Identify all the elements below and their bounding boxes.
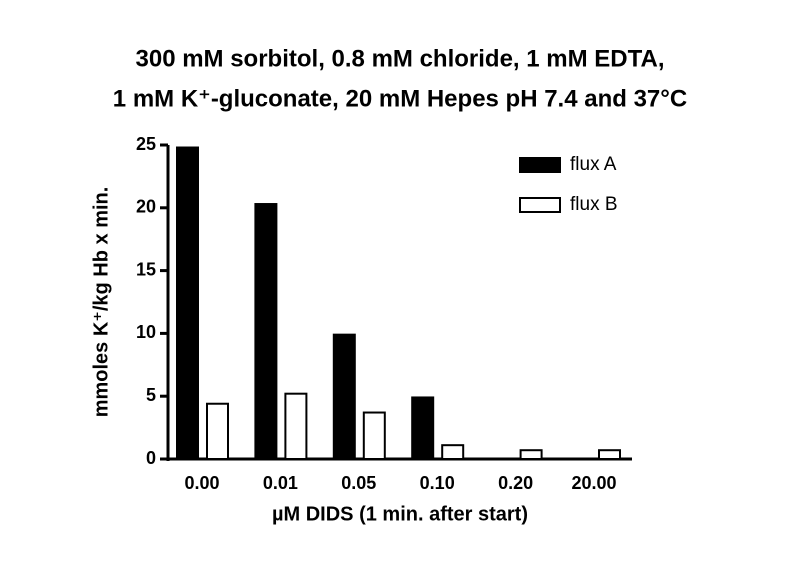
x-tick-label: 0.01 [263,473,298,493]
chart-title: 1 mM K⁺-gluconate, 20 mM Hepes pH 7.4 an… [113,85,687,112]
bar [519,449,543,461]
x-axis-label: µM DIDS (1 min. after start) [272,503,528,525]
x-tick-label: 0.05 [341,473,376,493]
bar [254,203,278,460]
y-tick-label: 20 [136,197,156,217]
y-tick-label: 15 [136,259,156,279]
y-tick-label: 5 [146,385,156,405]
bar [332,333,356,461]
bar [284,392,308,460]
bar [411,396,435,460]
bar [362,411,386,461]
legend-swatch [519,157,561,173]
bar [441,444,465,460]
bar [176,146,199,460]
y-tick-label: 25 [136,134,156,154]
chart-title: 300 mM sorbitol, 0.8 mM chloride, 1 mM E… [136,45,665,72]
y-axis-label: mmoles K⁺/kg Hb x min. [90,187,112,418]
legend-label: flux A [570,154,617,175]
x-tick-label: 20.00 [571,473,616,493]
y-tick-label: 0 [146,448,156,468]
bar [206,402,229,460]
x-tick-label: 0.20 [498,473,533,493]
legend-label: flux B [570,194,618,215]
bar [598,449,621,461]
x-tick-label: 0.00 [184,473,219,493]
legend-swatch [519,197,561,213]
x-tick-label: 0.10 [420,473,455,493]
y-tick-label: 10 [136,322,156,342]
